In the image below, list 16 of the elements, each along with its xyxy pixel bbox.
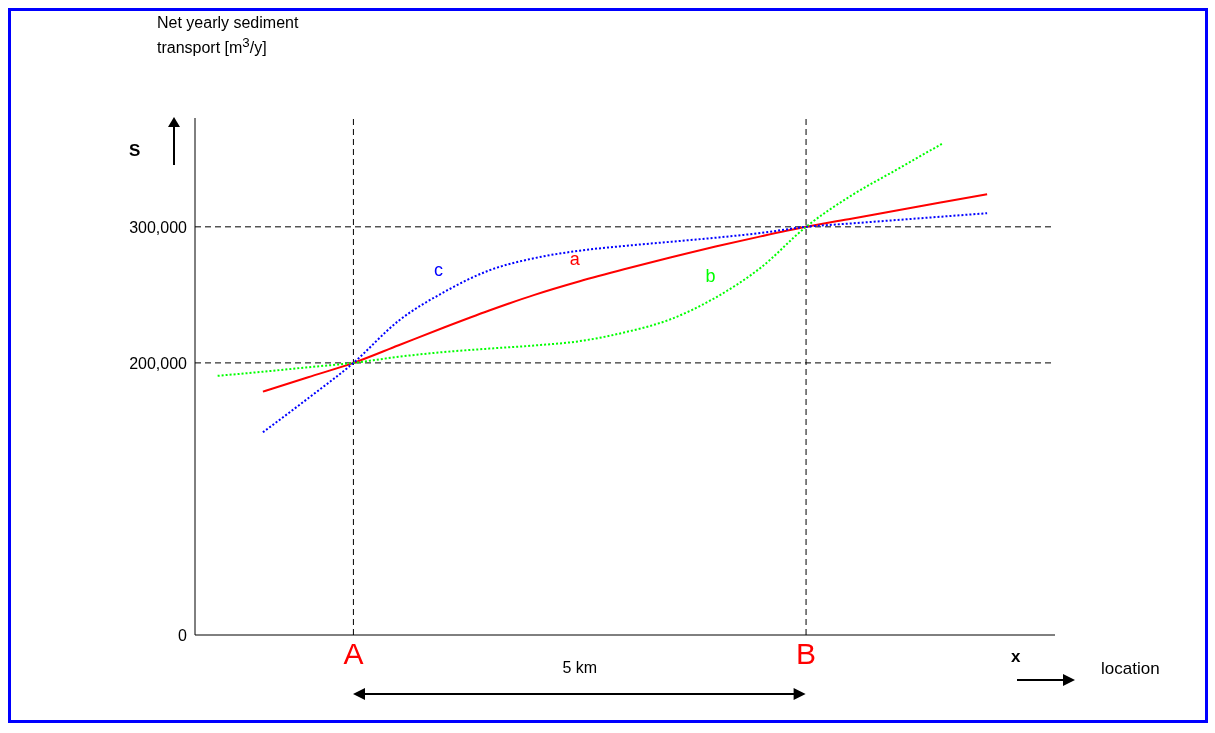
- line-series: [216, 142, 943, 377]
- line-series: [261, 193, 989, 393]
- x-tick-label: B: [796, 637, 817, 671]
- x-tick-label: A: [343, 637, 364, 671]
- y-tick-label: 0: [178, 626, 188, 644]
- y-tick-label: 200,000: [129, 354, 188, 372]
- text: x: [1011, 647, 1021, 667]
- y-axis-title: Net yearly sediment transport [m$^{3}$/y]: [157, 13, 300, 59]
- y-tick-label: 300,000: [129, 218, 188, 236]
- text: S: [129, 141, 141, 161]
- series-label: a: [569, 249, 581, 270]
- text: 5 km: [561, 659, 599, 677]
- x-axis-title: location: [1101, 659, 1160, 679]
- series-label: c: [433, 260, 443, 281]
- line-series: [261, 212, 989, 434]
- series-label: b: [705, 265, 716, 286]
